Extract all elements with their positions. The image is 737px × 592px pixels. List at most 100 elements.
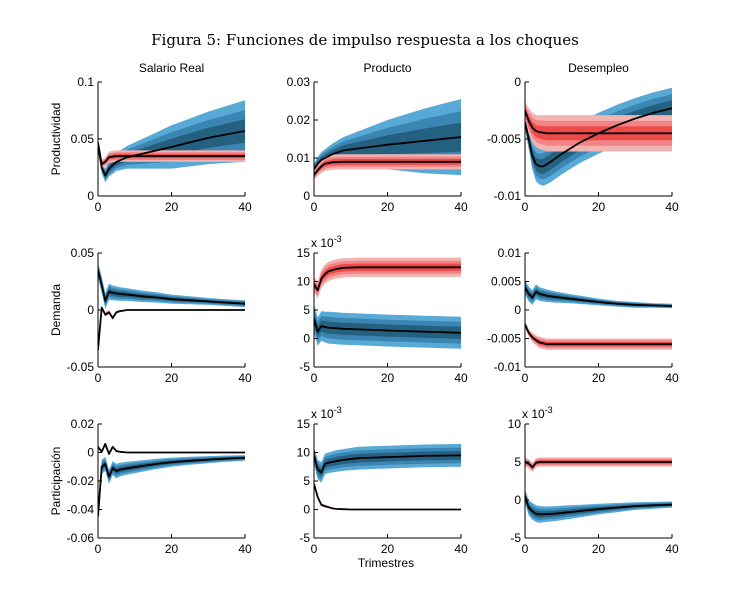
y-tick-label: 0.01 xyxy=(498,246,522,260)
x-tick-label: 40 xyxy=(454,371,468,385)
x-tick-label: 0 xyxy=(311,200,318,214)
y-tick-label: 0 xyxy=(514,75,521,89)
red-band-2 xyxy=(314,481,461,510)
y-tick-label: 0 xyxy=(87,446,94,460)
x-tick-label: 20 xyxy=(592,371,606,385)
panel-p31: -0.06 -0.04 -0.02 0 0.02 0 20 40 Participación xyxy=(49,417,252,556)
x-tick-label: 0 xyxy=(311,371,318,385)
red-median-line xyxy=(98,306,245,350)
blue-median-line xyxy=(98,457,245,517)
red-median-line xyxy=(525,110,672,135)
red-band-2 xyxy=(525,321,672,349)
x-tick-label: 20 xyxy=(165,542,179,556)
y-tick-label: 0.01 xyxy=(287,151,311,165)
red-median-line xyxy=(98,142,245,165)
panel-title: Producto xyxy=(363,61,411,75)
blue-band-3 xyxy=(525,493,672,518)
axis-exponent-power: -3 xyxy=(334,405,342,415)
y-tick-label: -0.005 xyxy=(487,332,521,346)
y-tick-label: 0 xyxy=(87,189,94,203)
blue-median-line xyxy=(314,136,461,170)
blue-band-3 xyxy=(98,119,245,179)
plot-area xyxy=(98,262,245,353)
x-tick-label: 20 xyxy=(592,542,606,556)
blue-median-line xyxy=(98,269,245,305)
x-tick-label: 20 xyxy=(165,371,179,385)
red-band-3 xyxy=(314,158,461,177)
y-tick-label: -0.01 xyxy=(494,360,522,374)
x-tick-label: 40 xyxy=(665,200,679,214)
axis-exponent: x 10-3 xyxy=(311,405,342,421)
y-tick-label: 15 xyxy=(297,246,311,260)
red-band-3 xyxy=(314,263,461,294)
red-band-2 xyxy=(98,140,245,168)
y-tick-label: 0.005 xyxy=(491,275,521,289)
red-median-line xyxy=(525,323,672,346)
x-tick-label: 40 xyxy=(665,542,679,556)
y-tick-label: -0.02 xyxy=(67,474,95,488)
plot-area xyxy=(98,100,245,183)
blue-median-line xyxy=(525,495,672,516)
plot-area xyxy=(525,87,672,186)
red-median-line xyxy=(314,160,461,176)
red-median-line xyxy=(98,443,245,455)
x-axis-label: Trimestres xyxy=(358,556,414,570)
plot-area xyxy=(314,443,461,511)
y-tick-label: -5 xyxy=(299,531,310,545)
y-tick-label: -5 xyxy=(299,360,310,374)
red-band-1 xyxy=(314,481,461,510)
blue-median-line xyxy=(525,107,672,168)
x-tick-label: 40 xyxy=(454,542,468,556)
plot-area xyxy=(98,443,245,524)
red-median-line xyxy=(314,266,461,291)
red-band-3 xyxy=(98,306,245,351)
y-tick-label: 0 xyxy=(303,503,310,517)
y-tick-label: 0.05 xyxy=(71,246,95,260)
y-tick-label: 0.03 xyxy=(287,75,311,89)
y-tick-label: 0 xyxy=(87,303,94,317)
y-tick-label: -0.005 xyxy=(487,132,521,146)
blue-median-line xyxy=(98,130,245,177)
red-band-3 xyxy=(314,482,461,510)
panel-p12: 0 0.01 0.02 0.03 0 20 40 Producto xyxy=(287,61,468,214)
red-median-line xyxy=(314,483,461,511)
axis-exponent-power: -3 xyxy=(334,234,342,244)
blue-median-line xyxy=(314,318,461,334)
red-band-2 xyxy=(98,306,245,352)
red-band-3 xyxy=(525,107,672,141)
x-tick-label: 0 xyxy=(311,542,318,556)
x-tick-label: 20 xyxy=(381,371,395,385)
x-tick-label: 0 xyxy=(95,542,102,556)
plot-area xyxy=(314,257,461,349)
x-tick-label: 0 xyxy=(522,542,529,556)
y-tick-label: 5 xyxy=(303,303,310,317)
y-tick-label: -0.05 xyxy=(67,360,95,374)
blue-median-line xyxy=(525,286,672,307)
y-tick-label: -0.06 xyxy=(67,531,95,545)
y-tick-label: -0.04 xyxy=(67,503,95,517)
blue-band-3 xyxy=(314,451,461,477)
row-label: Participación xyxy=(49,447,63,516)
y-tick-label: 0 xyxy=(303,332,310,346)
panel-p13: -0.01 -0.005 0 0 20 40 Desempleo xyxy=(487,61,679,214)
y-tick-label: 10 xyxy=(297,275,311,289)
x-tick-label: 40 xyxy=(665,371,679,385)
panel-p11: 0 0.05 0.1 0 20 40 Salario Real Productividad xyxy=(49,61,252,214)
x-tick-label: 0 xyxy=(95,200,102,214)
y-tick-label: 0 xyxy=(514,493,521,507)
x-tick-label: 20 xyxy=(381,542,395,556)
x-tick-label: 0 xyxy=(522,371,529,385)
y-tick-label: 0 xyxy=(514,303,521,317)
figure-title: Figura 5: Funciones de impulso respuesta… xyxy=(151,31,579,49)
x-tick-label: 20 xyxy=(381,200,395,214)
x-tick-label: 40 xyxy=(454,200,468,214)
blue-band-2 xyxy=(525,282,672,308)
y-tick-label: 15 xyxy=(297,417,311,431)
y-tick-label: -5 xyxy=(510,531,521,545)
blue-median-line xyxy=(314,454,461,474)
blue-band-3 xyxy=(314,122,461,172)
x-tick-label: 20 xyxy=(592,200,606,214)
x-tick-label: 20 xyxy=(165,200,179,214)
